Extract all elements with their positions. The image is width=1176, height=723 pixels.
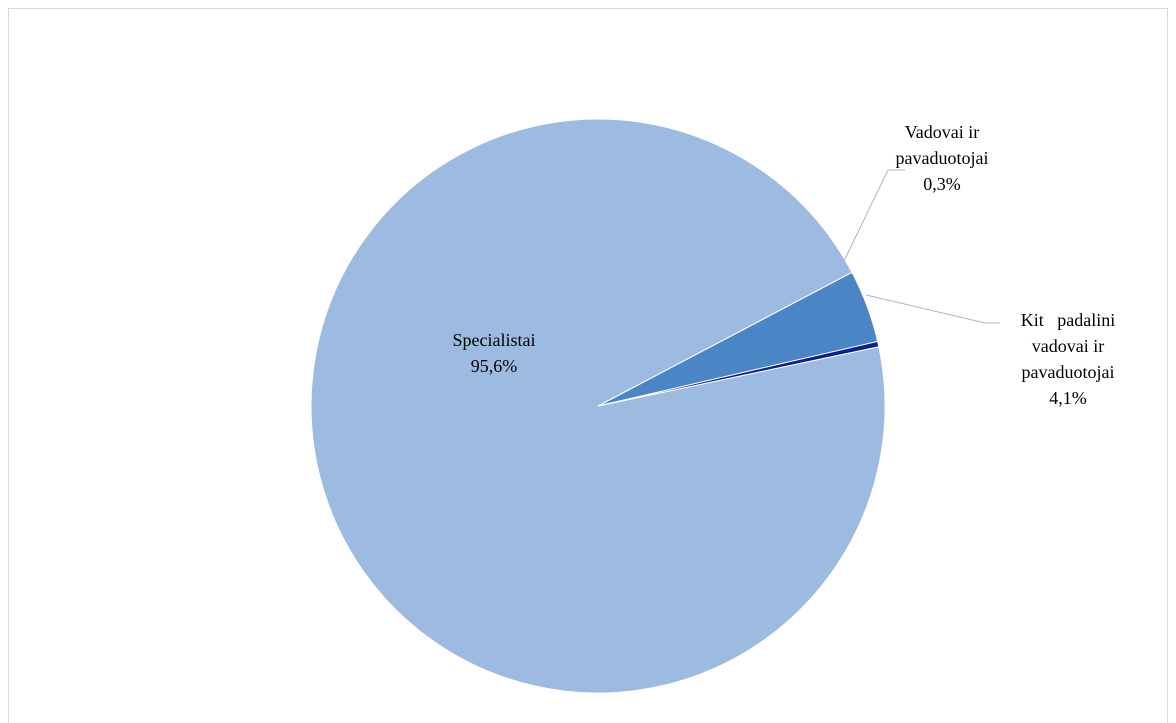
slice-value-label-1: 95,6%: [471, 356, 518, 376]
leader-lines: [843, 169, 1000, 324]
slice-category-label-0: pavaduotojai: [1022, 362, 1115, 382]
slice-value-label-2: 0,3%: [923, 174, 961, 194]
slice-label-2: Vadovai ir pavaduotojai 0,3%: [896, 122, 989, 194]
chart-frame: [8, 8, 1168, 723]
slice-label-0: Kit padalini vadovai ir pavaduotojai 4,1%: [1021, 310, 1115, 408]
leader-line-2: [843, 169, 905, 262]
slice-category-label-1: Specialistai: [453, 330, 536, 350]
slice-label-1: Specialistai 95,6%: [453, 330, 536, 376]
pie-slice-2: [597, 340, 880, 407]
slice-category-label-2: pavaduotojai: [896, 148, 989, 168]
slice-labels: Kit padalini vadovai ir pavaduotojai 4,1% Sp…: [453, 122, 1116, 408]
slice-category-label-0: vadovai ir: [1032, 336, 1104, 356]
pie-slices: [310, 118, 886, 694]
slice-category-label-0: Kit padalini: [1021, 310, 1115, 330]
slice-category-label-2: Vadovai ir: [905, 122, 979, 142]
leader-line-0: [865, 294, 1000, 324]
slice-value-label-0: 4,1%: [1049, 388, 1087, 408]
